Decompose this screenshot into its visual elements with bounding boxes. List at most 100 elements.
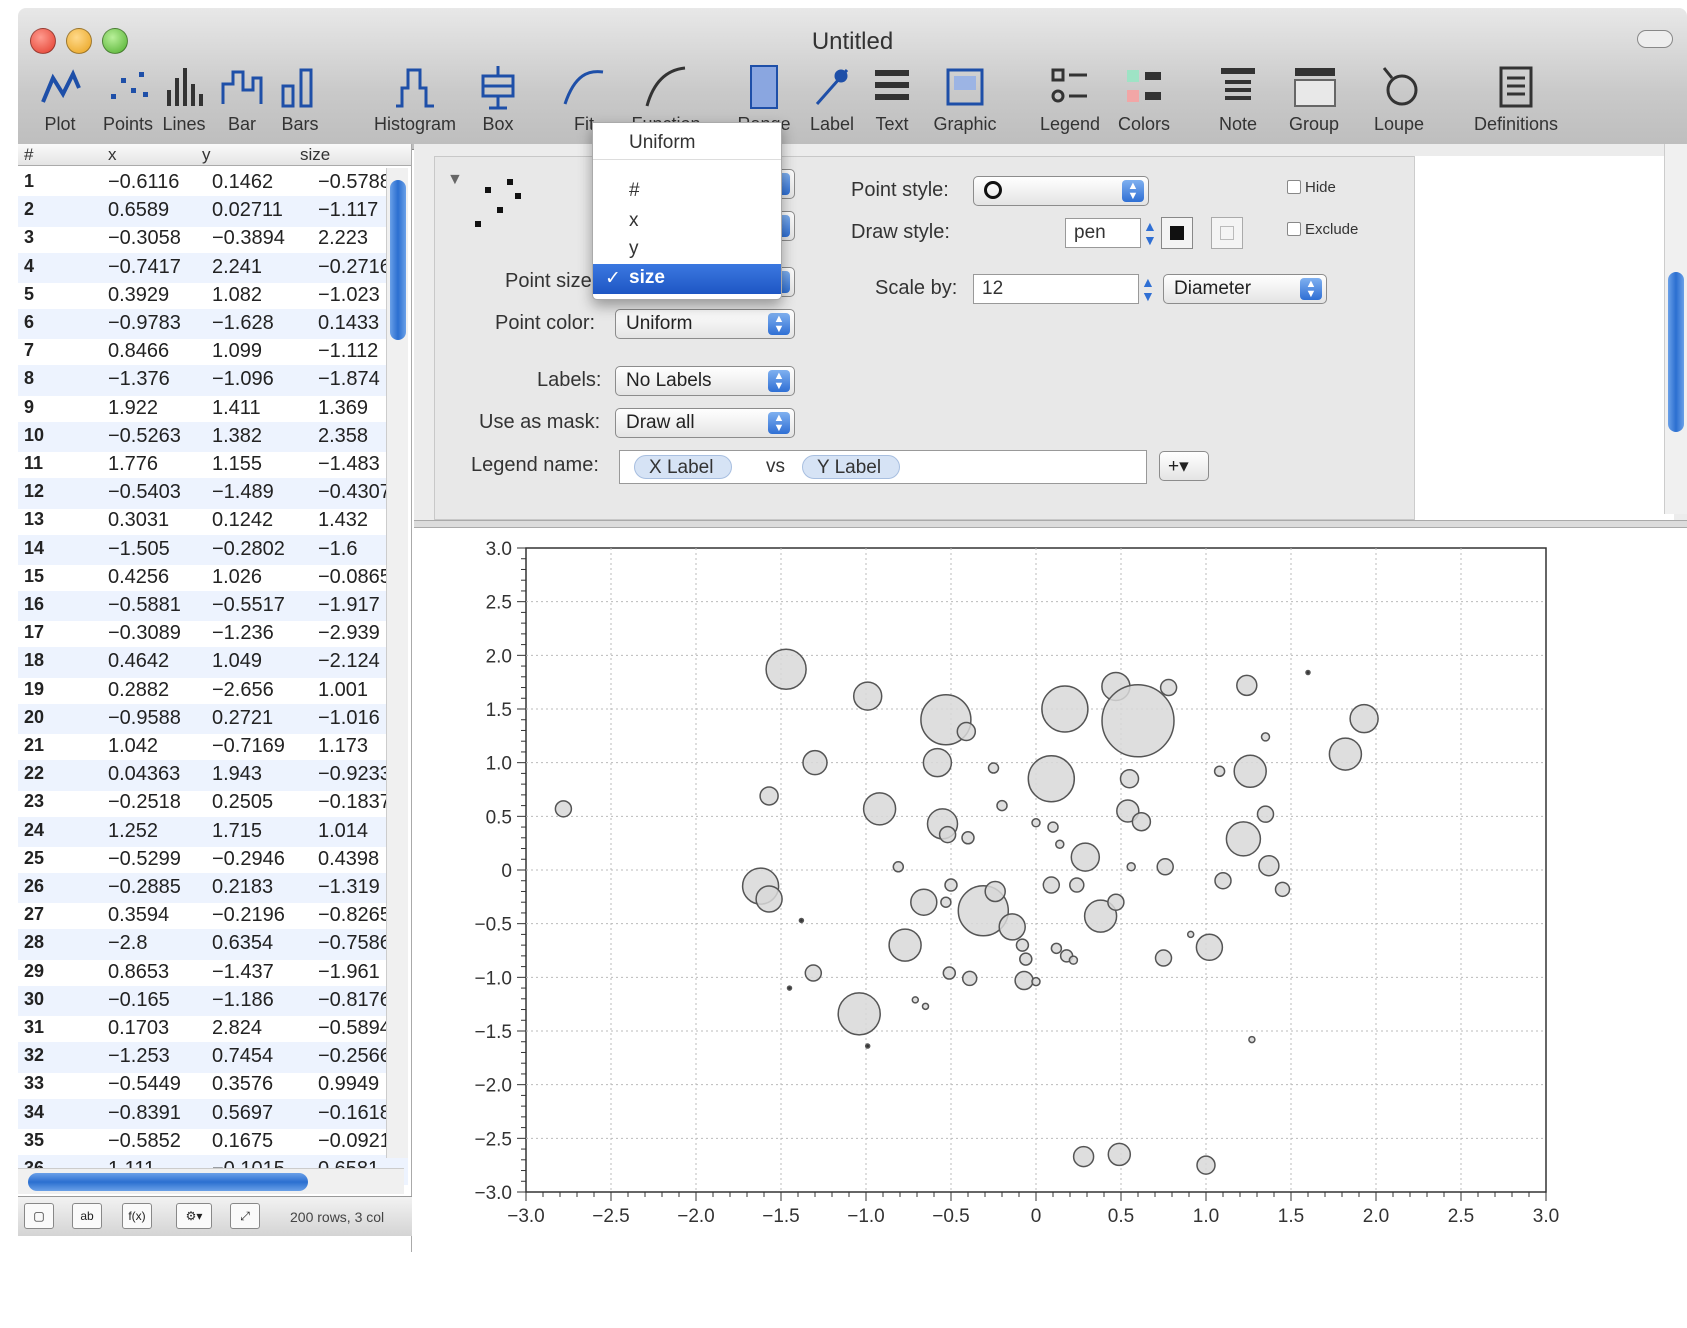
scale-mode-popup[interactable]: Diameter ▲ ▼	[1163, 274, 1327, 304]
table-cell[interactable]: −0.2946	[212, 848, 285, 871]
toolbar-lines-button[interactable]: Lines	[158, 64, 210, 140]
toolbar-points-button[interactable]: Points	[96, 64, 160, 140]
table-cell[interactable]: −0.1837	[318, 791, 391, 814]
table-row[interactable]: 29 0.8653 −1.437 −1.961	[18, 958, 408, 988]
table-cell[interactable]: 0.5697	[212, 1102, 273, 1125]
table-cell[interactable]: −1.483	[318, 453, 380, 476]
column-header-x[interactable]: x	[108, 145, 117, 165]
table-cell[interactable]: 2.358	[318, 425, 368, 448]
table-cell[interactable]: −0.4307	[318, 481, 391, 504]
legend-token-y[interactable]: Y Label	[802, 455, 900, 479]
table-cell[interactable]: 16	[24, 594, 44, 615]
table-cell[interactable]: 0.3594	[108, 904, 169, 927]
table-cell[interactable]: 5	[24, 284, 34, 305]
exclude-checkbox[interactable]: Exclude	[1287, 221, 1358, 238]
table-cell[interactable]: 0.8653	[108, 961, 169, 984]
table-cell[interactable]: −0.3089	[108, 622, 181, 645]
table-cell[interactable]: 1.155	[212, 453, 262, 476]
table-row[interactable]: 35 −0.5852 0.1675 −0.0921	[18, 1127, 408, 1157]
table-cell[interactable]: −0.7417	[108, 256, 181, 279]
table-row[interactable]: 21 1.042 −0.7169 1.173	[18, 732, 408, 762]
use-as-mask-popup[interactable]: Draw all ▲ ▼	[615, 408, 795, 438]
table-row[interactable]: 14 −1.505 −0.2802 −1.6	[18, 535, 408, 565]
table-cell[interactable]: 29	[24, 961, 44, 982]
table-cell[interactable]: 34	[24, 1102, 44, 1123]
toolbar-toggle-button[interactable]	[1637, 30, 1673, 48]
table-cell[interactable]: 0.02711	[212, 199, 283, 222]
toolbar-plot-button[interactable]: Plot	[34, 64, 86, 140]
table-cell[interactable]: 1.049	[212, 650, 262, 673]
scroll-thumb[interactable]	[1668, 272, 1684, 432]
table-row[interactable]: 4 −0.7417 2.241 −0.2716	[18, 253, 408, 283]
table-row[interactable]: 31 0.1703 2.824 −0.5894	[18, 1014, 408, 1044]
column-header-index[interactable]: #	[24, 145, 33, 165]
table-cell[interactable]: 1.042	[108, 735, 158, 758]
table-row[interactable]: 5 0.3929 1.082 −1.023	[18, 281, 408, 311]
table-cell[interactable]: 24	[24, 820, 44, 841]
table-row[interactable]: 32 −1.253 0.7454 −0.2566	[18, 1042, 408, 1072]
table-cell[interactable]: 21	[24, 735, 44, 756]
table-cell[interactable]: −0.8391	[108, 1102, 181, 1125]
table-cell[interactable]: 1.411	[212, 397, 261, 420]
table-cell[interactable]: 0.1242	[212, 509, 273, 532]
table-row[interactable]: 1 −0.6116 0.1462 −0.5788	[18, 168, 408, 198]
table-cell[interactable]: −2.939	[318, 622, 380, 645]
scroll-thumb[interactable]	[28, 1173, 308, 1191]
table-cell[interactable]: 7	[24, 340, 34, 361]
table-cell[interactable]: −1.376	[108, 368, 170, 391]
table-cell[interactable]: −1.096	[212, 368, 274, 391]
toolbar-group-button[interactable]: Group	[1280, 64, 1348, 140]
table-cell[interactable]: 11	[24, 453, 43, 474]
table-row[interactable]: 30 −0.165 −1.186 −0.8176	[18, 986, 408, 1016]
table-cell[interactable]: 1.432	[318, 509, 368, 532]
table-cell[interactable]: 0.6589	[108, 199, 169, 222]
table-cell[interactable]: 18	[24, 650, 44, 671]
scatter-plot[interactable]: −3.0 −2.5 −2.0 −1.5 −1.0 −0.5 0 0.5 1.0 1.5 2.0 2.5…	[420, 528, 1687, 1234]
table-cell[interactable]: −0.2566	[318, 1045, 391, 1068]
table-cell[interactable]: −1.489	[212, 481, 274, 504]
toolbar-colors-button[interactable]: Colors	[1108, 64, 1180, 140]
table-cell[interactable]: 0.2882	[108, 679, 169, 702]
table-row[interactable]: 11 1.776 1.155 −1.483	[18, 450, 408, 480]
table-row[interactable]: 24 1.252 1.715 1.014	[18, 817, 408, 847]
table-row[interactable]: 19 0.2882 −2.656 1.001	[18, 676, 408, 706]
table-cell[interactable]: −1.961	[318, 961, 380, 984]
table-cell[interactable]: −1.112	[318, 340, 378, 363]
table-cell[interactable]: −0.3058	[108, 227, 181, 250]
table-cell[interactable]: −0.2802	[212, 538, 285, 561]
hide-checkbox[interactable]: Hide	[1287, 179, 1336, 196]
table-cell[interactable]: 1.173	[318, 735, 368, 758]
table-cell[interactable]: −1.186	[212, 989, 274, 1012]
table-cell[interactable]: −0.2196	[212, 904, 285, 927]
fill-color-well[interactable]	[1211, 217, 1243, 249]
table-cell[interactable]: 20	[24, 707, 44, 728]
table-cell[interactable]: −0.3894	[212, 227, 285, 250]
point-color-popup[interactable]: Uniform ▲ ▼	[615, 309, 795, 339]
table-cell[interactable]: 0.3576	[212, 1073, 273, 1096]
table-cell[interactable]: 0.1462	[212, 171, 273, 194]
table-cell[interactable]: −0.5788	[318, 171, 391, 194]
table-cell[interactable]: 4	[24, 256, 34, 277]
table-cell[interactable]: 30	[24, 989, 44, 1010]
table-cell[interactable]: −0.2716	[318, 256, 391, 279]
toolbar-note-button[interactable]: Note	[1210, 64, 1266, 140]
table-cell[interactable]: −0.9233	[318, 763, 391, 786]
table-cell[interactable]: 19	[24, 679, 44, 700]
table-row[interactable]: 28 −2.8 0.6354 −0.7586	[18, 929, 408, 959]
table-cell[interactable]: −0.5881	[108, 594, 181, 617]
menu-item-index[interactable]: #	[593, 177, 781, 205]
table-cell[interactable]: −0.5403	[108, 481, 181, 504]
table-cell[interactable]: 1.001	[318, 679, 368, 702]
table-cell[interactable]: 3	[24, 227, 34, 248]
table-cell[interactable]: −0.5517	[212, 594, 285, 617]
table-cell[interactable]: −0.5894	[318, 1017, 391, 1040]
column-header-y[interactable]: y	[202, 145, 211, 165]
table-cell[interactable]: −2.8	[108, 932, 147, 955]
table-cell[interactable]: −2.656	[212, 679, 274, 702]
table-cell[interactable]: 0.8466	[108, 340, 169, 363]
table-cell[interactable]: −0.9588	[108, 707, 181, 730]
table-cell[interactable]: 17	[24, 622, 44, 643]
table-row[interactable]: 2 0.6589 0.02711 −1.117	[18, 196, 408, 226]
table-cell[interactable]: 28	[24, 932, 44, 953]
table-cell[interactable]: −0.6116	[108, 171, 179, 194]
